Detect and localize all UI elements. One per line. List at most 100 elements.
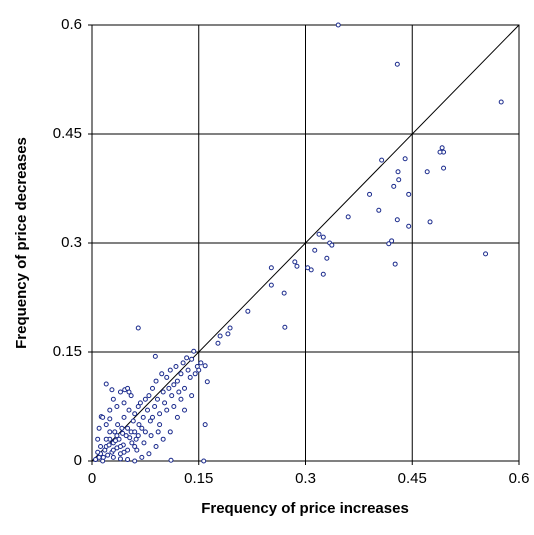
x-tick-label: 0.45: [398, 470, 427, 487]
data-point: [134, 447, 140, 453]
data-point: [148, 433, 154, 439]
data-point: [406, 191, 412, 197]
data-point: [100, 414, 106, 420]
data-point: [132, 411, 138, 417]
y-tick-label: 0: [74, 452, 82, 469]
data-point: [132, 458, 138, 464]
data-point: [162, 400, 168, 406]
data-point: [391, 183, 397, 189]
data-point: [129, 440, 135, 446]
data-point: [498, 99, 504, 105]
data-point: [335, 22, 341, 28]
data-point: [114, 433, 120, 439]
data-point: [225, 331, 231, 337]
data-point: [406, 223, 412, 229]
x-tick-label: 0.6: [509, 470, 530, 487]
data-point: [174, 414, 180, 420]
data-point: [126, 407, 132, 413]
data-point: [196, 367, 202, 373]
data-point: [189, 393, 195, 399]
data-point: [441, 165, 447, 171]
data-point: [105, 452, 111, 458]
data-point: [103, 381, 109, 387]
data-point: [168, 457, 174, 463]
data-point: [119, 425, 125, 431]
data-point: [135, 325, 141, 331]
data-point: [395, 169, 401, 175]
data-point: [379, 157, 385, 163]
data-point: [171, 382, 177, 388]
data-point: [169, 393, 175, 399]
data-point: [427, 219, 433, 225]
data-point: [110, 396, 116, 402]
data-point: [217, 333, 223, 339]
data-point: [149, 385, 155, 391]
data-point: [189, 356, 195, 362]
data-point: [133, 436, 139, 442]
y-tick-label: 0.6: [61, 16, 82, 33]
data-point: [121, 400, 127, 406]
data-point: [95, 436, 101, 442]
data-point: [345, 214, 351, 220]
data-point: [120, 430, 126, 436]
data-point: [125, 385, 131, 391]
data-point: [110, 454, 116, 460]
data-point: [182, 385, 188, 391]
data-point: [201, 458, 207, 464]
data-point: [176, 389, 182, 395]
x-tick-label: 0: [88, 470, 96, 487]
data-point: [107, 429, 113, 435]
data-point: [146, 393, 152, 399]
data-point: [204, 379, 210, 385]
data-point: [157, 422, 163, 428]
data-point: [394, 217, 400, 223]
data-point: [135, 433, 141, 439]
data-point: [114, 404, 120, 409]
data-point: [437, 149, 443, 155]
data-point: [268, 265, 274, 271]
data-point: [142, 396, 148, 402]
data-point: [174, 378, 180, 384]
y-tick-label: 0.15: [53, 343, 82, 360]
data-point: [171, 404, 177, 409]
data-point: [185, 367, 191, 373]
data-point: [117, 456, 123, 462]
data-point: [282, 324, 288, 330]
data-point: [109, 387, 115, 393]
data-point: [123, 433, 129, 439]
data-point: [396, 177, 402, 183]
data-point: [153, 443, 159, 449]
data-point: [394, 61, 400, 67]
data-point: [128, 393, 134, 399]
data-point: [320, 271, 326, 277]
data-point: [294, 263, 300, 269]
data-point: [202, 363, 208, 369]
data-point: [198, 360, 204, 366]
data-point: [145, 407, 151, 413]
data-point: [483, 251, 489, 257]
data-point: [386, 241, 392, 247]
data-point: [324, 255, 330, 261]
data-point: [329, 242, 335, 248]
data-point: [159, 371, 165, 377]
data-point: [424, 169, 430, 175]
data-point: [402, 156, 408, 162]
y-tick-label: 0.3: [61, 234, 82, 251]
data-point: [117, 443, 123, 449]
data-point: [227, 325, 233, 331]
data-point: [112, 438, 118, 444]
data-point: [106, 442, 112, 448]
data-point: [107, 407, 113, 413]
data-point: [127, 435, 133, 441]
data-point: [147, 418, 153, 424]
data-point: [103, 436, 109, 442]
data-point: [164, 407, 170, 413]
data-point: [100, 454, 106, 460]
data-point: [121, 449, 127, 455]
data-point: [95, 449, 101, 455]
data-point: [292, 259, 298, 265]
data-point: [305, 265, 311, 271]
data-point: [98, 443, 104, 449]
data-point: [184, 355, 190, 361]
